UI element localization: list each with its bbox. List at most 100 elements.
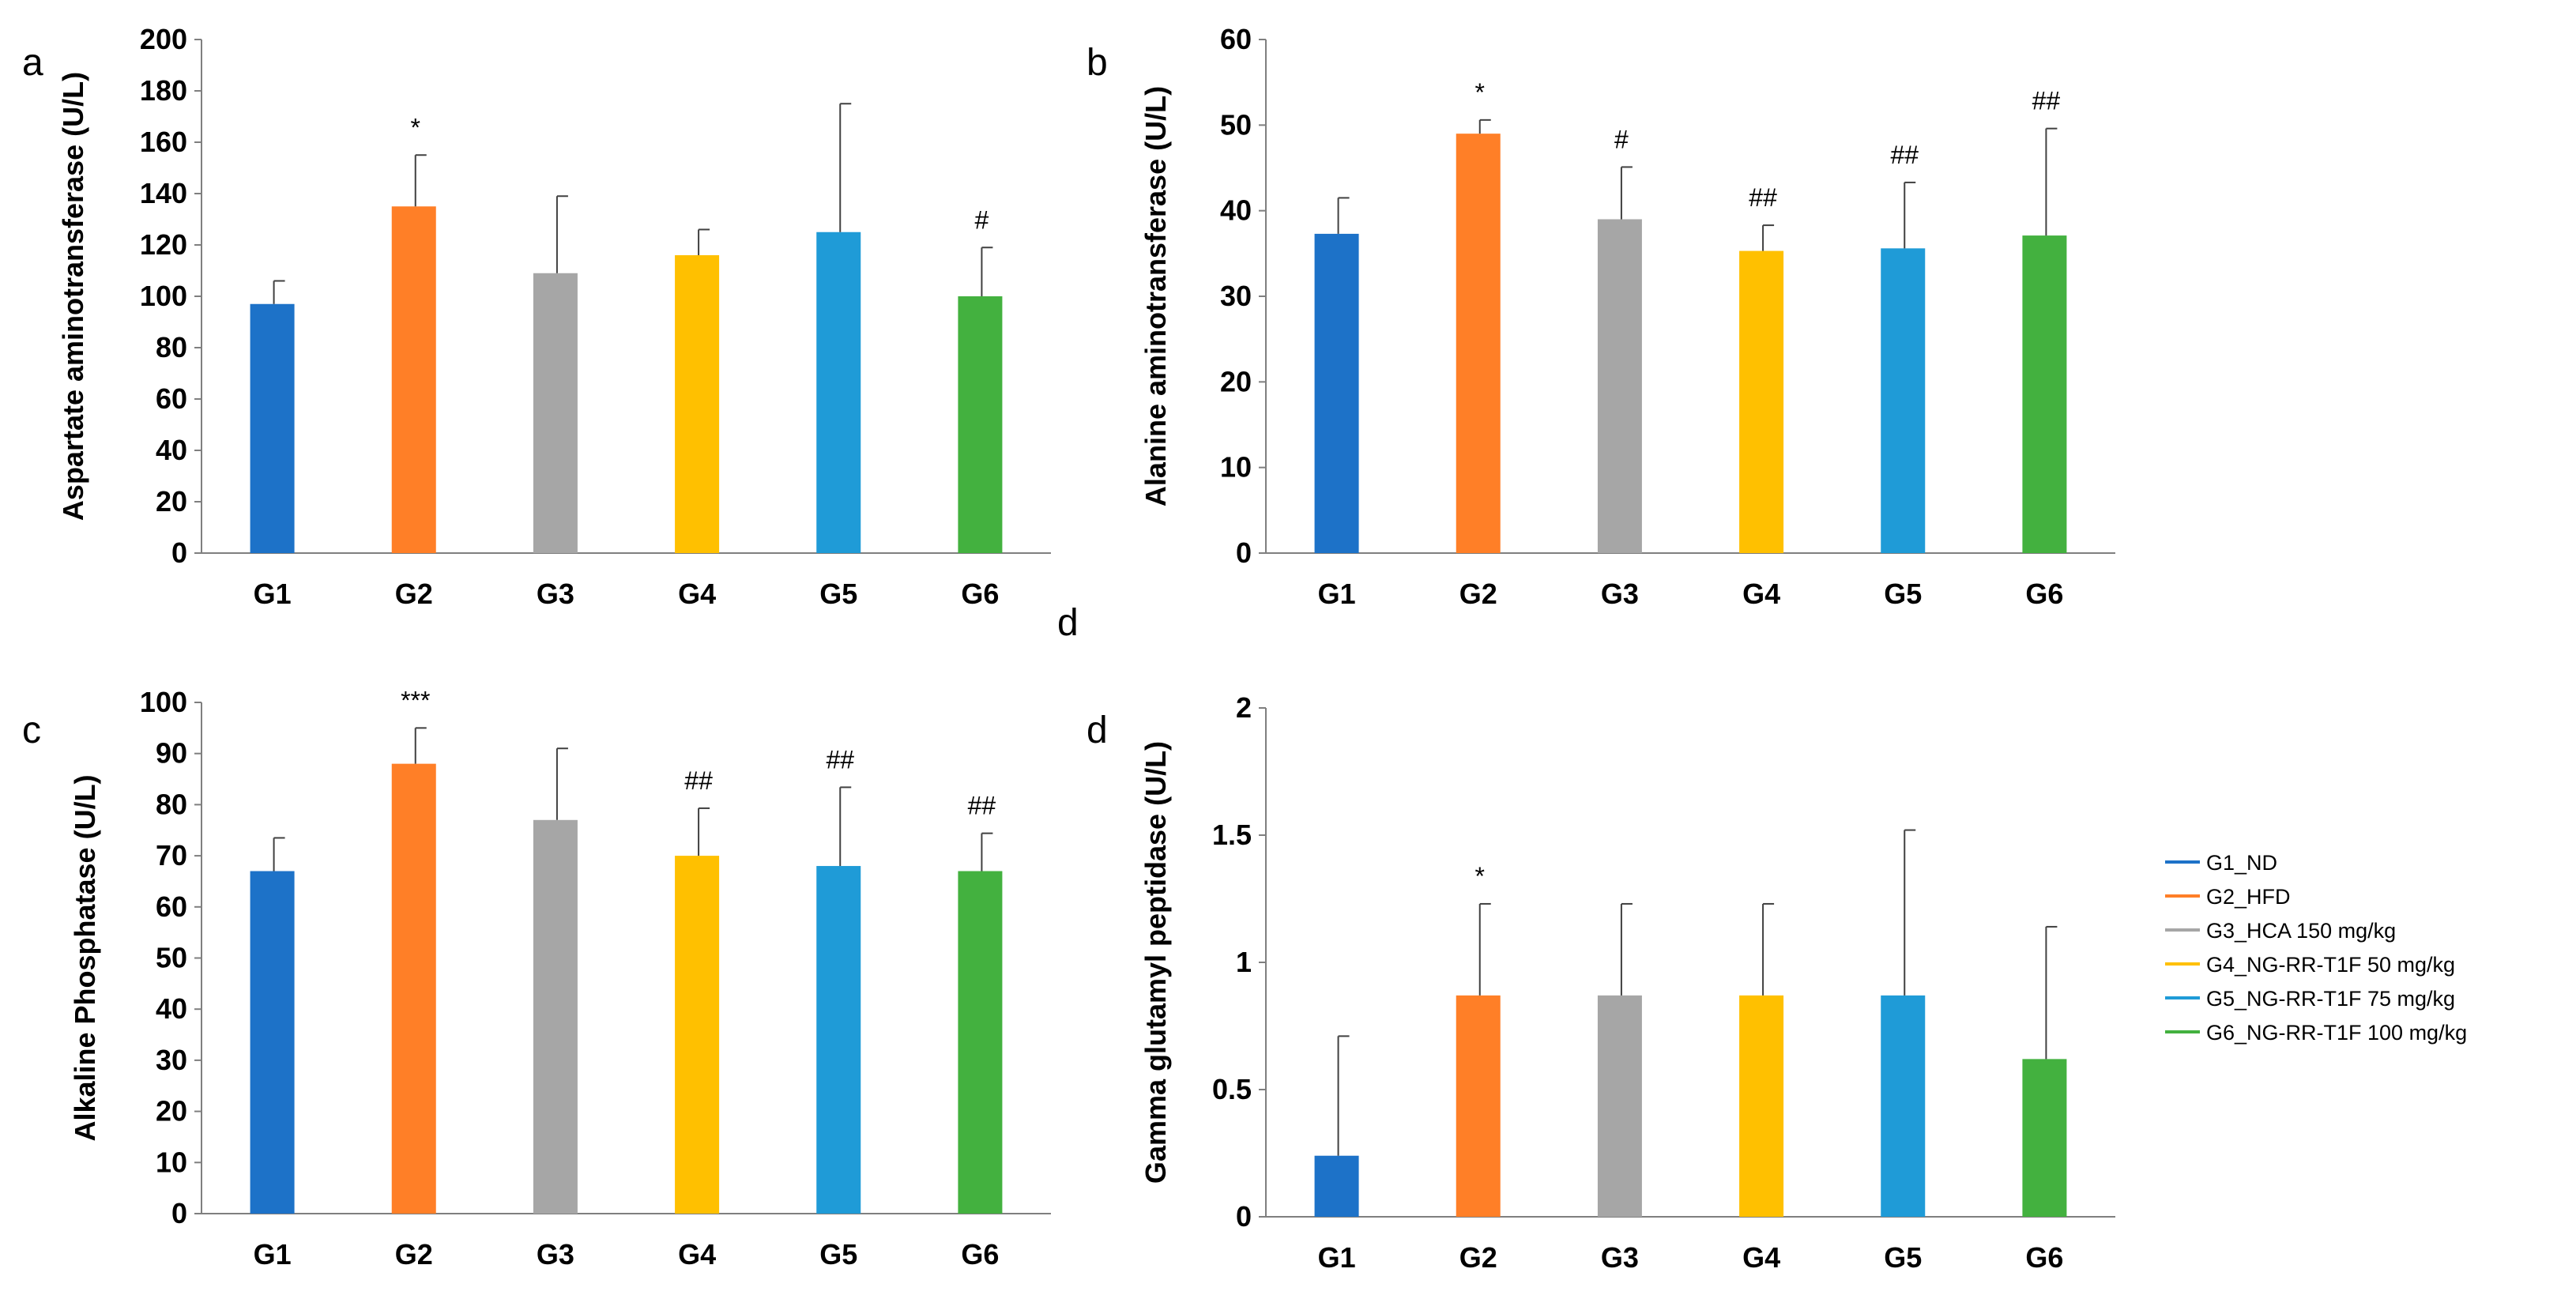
significance-mark: ## — [2032, 87, 2061, 115]
bar-g6 — [958, 296, 1003, 553]
bar-g3 — [533, 819, 578, 1214]
x-tick-label: G3 — [537, 1238, 574, 1271]
significance-mark: ## — [684, 766, 713, 795]
y-tick-label: 200 — [140, 23, 187, 55]
legend-entry: G1_ND — [2206, 851, 2277, 875]
x-tick-label: G5 — [819, 578, 857, 610]
bar-g4 — [1739, 995, 1784, 1217]
x-tick-label: G1 — [1318, 1241, 1356, 1274]
panel-d: d Gamma glutamyl peptidase (U/L) 0 0.5 1 1.5 2… — [1087, 691, 2115, 1274]
x-tick-label: G5 — [1884, 578, 1922, 610]
bar-g1 — [1314, 1155, 1359, 1217]
bar-g5 — [816, 232, 861, 553]
x-tick-label: G5 — [819, 1238, 857, 1271]
x-tick-label: G4 — [678, 1238, 716, 1271]
bar-g4 — [675, 255, 720, 553]
y-tick-label: 30 — [156, 1044, 187, 1076]
significance-mark: # — [975, 205, 989, 234]
significance-mark: * — [1475, 78, 1485, 107]
bar-g6 — [958, 871, 1003, 1214]
significance-mark: * — [411, 113, 420, 141]
significance-mark: ## — [968, 792, 996, 820]
legend: G1_ND G2_HFD G3_HCA 150 mg/kg G4_NG-RR-T1F … — [2165, 851, 2467, 1045]
y-tick-label: 0 — [1236, 1200, 1252, 1233]
x-tick-label: G2 — [1459, 1241, 1497, 1274]
panel-letter-b: b — [1087, 42, 1108, 84]
y-axis-label: Gamma glutamyl peptidase (U/L) — [1139, 741, 1172, 1184]
y-tick-label: 40 — [156, 992, 187, 1025]
y-tick-label: 60 — [156, 382, 187, 415]
significance-mark: *** — [401, 686, 430, 714]
panel-letter-a: a — [22, 42, 43, 84]
legend-entry: G2_HFD — [2206, 885, 2291, 909]
x-tick-label: G3 — [1601, 1241, 1639, 1274]
y-tick-label: 100 — [140, 280, 187, 312]
bar-g3 — [533, 273, 578, 553]
x-tick-label: G1 — [1318, 578, 1356, 610]
bar-g1 — [250, 871, 295, 1214]
panel-letter-d: d — [1087, 710, 1108, 751]
y-tick-label: 140 — [140, 177, 187, 209]
y-tick-label: 80 — [156, 331, 187, 363]
x-tick-label: G2 — [395, 578, 433, 610]
y-tick-label: 50 — [156, 942, 187, 974]
y-tick-label: 20 — [1220, 365, 1252, 397]
bar-g1 — [250, 303, 295, 553]
bar-g5 — [1881, 995, 1926, 1217]
y-tick-label: 90 — [156, 737, 187, 770]
x-tick-label: G4 — [678, 578, 716, 610]
bar-g1 — [1314, 233, 1359, 553]
y-tick-label: 70 — [156, 839, 187, 871]
y-tick-label: 120 — [140, 228, 187, 261]
y-tick-label: 0 — [171, 1197, 187, 1229]
x-tick-label: G3 — [1601, 578, 1639, 610]
legend-entry: G5_NG-RR-T1F 75 mg/kg — [2206, 987, 2455, 1011]
y-tick-label: 0.5 — [1212, 1073, 1252, 1105]
x-tick-label: G1 — [254, 1238, 292, 1271]
bar-g5 — [816, 866, 861, 1214]
y-axis-label: Alanine aminotransferase (U/L) — [1139, 86, 1172, 506]
x-tick-label: G2 — [395, 1238, 433, 1271]
x-tick-label: G6 — [961, 1238, 999, 1271]
y-tick-label: 10 — [156, 1146, 187, 1178]
x-tick-label: G4 — [1742, 1241, 1780, 1274]
x-tick-label: G1 — [254, 578, 292, 610]
significance-mark: ## — [1890, 141, 1919, 169]
y-tick-label: 50 — [1220, 108, 1252, 141]
y-tick-label: 40 — [156, 434, 187, 466]
legend-entry: G3_HCA 150 mg/kg — [2206, 919, 2396, 943]
y-tick-label: 180 — [140, 74, 187, 107]
y-axis-label: Alkaline Phosphatase (U/L) — [69, 774, 101, 1141]
y-tick-label: 1 — [1236, 946, 1252, 978]
y-tick-label: 160 — [140, 126, 187, 158]
panel-letter-c: c — [22, 710, 41, 751]
y-tick-label: 100 — [140, 686, 187, 718]
y-tick-label: 60 — [1220, 23, 1252, 55]
bar-g3 — [1597, 219, 1642, 553]
significance-mark: * — [1475, 862, 1485, 890]
y-tick-label: 40 — [1220, 194, 1252, 227]
y-tick-label: 2 — [1236, 691, 1252, 724]
x-tick-label: G6 — [2025, 578, 2063, 610]
panel-b: b Alanine aminotransferase (U/L) 0 10 20 30 40… — [1087, 23, 2115, 610]
x-tick-label: G6 — [961, 578, 999, 610]
legend-entry: G6_NG-RR-T1F 100 mg/kg — [2206, 1021, 2467, 1045]
bar-g6 — [2022, 235, 2067, 553]
bar-g4 — [675, 856, 720, 1214]
stray-panel-letter: d — [1057, 602, 1079, 644]
bar-g4 — [1739, 250, 1784, 553]
panel-c: c Alkaline Phosphatase (U/L) 0 10 20 30 40 50 60… — [22, 686, 1051, 1271]
x-tick-label: G3 — [537, 578, 574, 610]
bar-g6 — [2022, 1059, 2067, 1217]
bar-g2 — [391, 206, 436, 553]
bar-g2 — [1456, 134, 1501, 553]
bar-g2 — [1456, 995, 1501, 1217]
significance-mark: ## — [1749, 183, 1777, 212]
y-tick-label: 20 — [156, 485, 187, 518]
y-axis-label: Aspartate aminotransferase (U/L) — [57, 72, 89, 521]
significance-mark: # — [1614, 125, 1629, 153]
y-tick-label: 30 — [1220, 280, 1252, 312]
bar-g5 — [1881, 248, 1926, 553]
